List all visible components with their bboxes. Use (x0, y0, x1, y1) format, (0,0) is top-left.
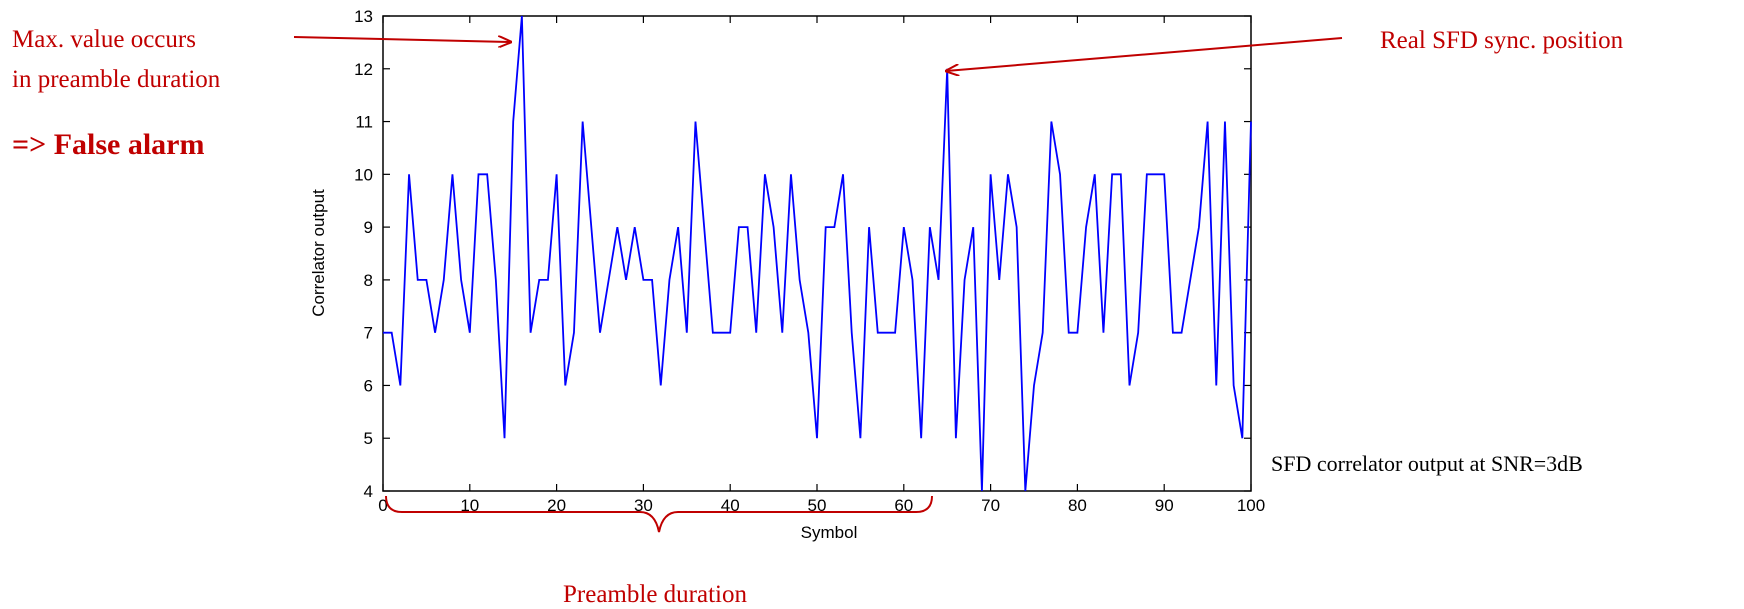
y-tick-label: 9 (364, 218, 373, 237)
series-line (383, 15, 1252, 492)
x-tick-label: 50 (808, 496, 827, 515)
y-tick-label: 6 (364, 376, 373, 395)
false-alarm-annotation: => False alarm (12, 128, 204, 161)
max-value-annotation-line1: Max. value occurs (12, 26, 196, 53)
x-tick-label: 30 (634, 496, 653, 515)
max-value-arrow (293, 37, 511, 42)
chart-caption: SFD correlator output at SNR=3dB (1271, 451, 1583, 476)
x-tick-label: 90 (1155, 496, 1174, 515)
real-sfd-arrow (946, 37, 1343, 71)
y-tick-label: 4 (364, 482, 373, 501)
y-tick-label: 7 (364, 324, 373, 343)
x-tick-label: 60 (894, 496, 913, 515)
y-tick-label: 8 (364, 271, 373, 290)
x-tick-label: 0 (378, 496, 387, 515)
series-layer (383, 15, 1252, 492)
x-tick-label: 20 (547, 496, 566, 515)
x-tick-label: 70 (981, 496, 1000, 515)
y-tick-label: 12 (354, 60, 373, 79)
y-tick-label: 13 (354, 7, 373, 26)
y-tick-label: 5 (364, 429, 373, 448)
y-axis-label: Correlator output (309, 189, 328, 317)
max-value-annotation-line2: in preamble duration (12, 66, 221, 93)
x-tick-label: 100 (1237, 496, 1265, 515)
preamble-brace (385, 495, 933, 533)
x-tick-label: 10 (460, 496, 479, 515)
preamble-duration-label: Preamble duration (563, 581, 747, 608)
real-sfd-annotation: Real SFD sync. position (1380, 27, 1624, 54)
tick-labels-layer: 0 10 20 30 40 50 60 70 80 90 100 4 5 6 7 8 9 10 11 12 13 (354, 7, 1265, 515)
x-tick-label: 80 (1068, 496, 1087, 515)
y-tick-label: 11 (355, 113, 373, 132)
y-tick-label: 10 (354, 165, 373, 184)
x-axis-label: Symbol (801, 523, 858, 542)
x-tick-label: 40 (721, 496, 740, 515)
